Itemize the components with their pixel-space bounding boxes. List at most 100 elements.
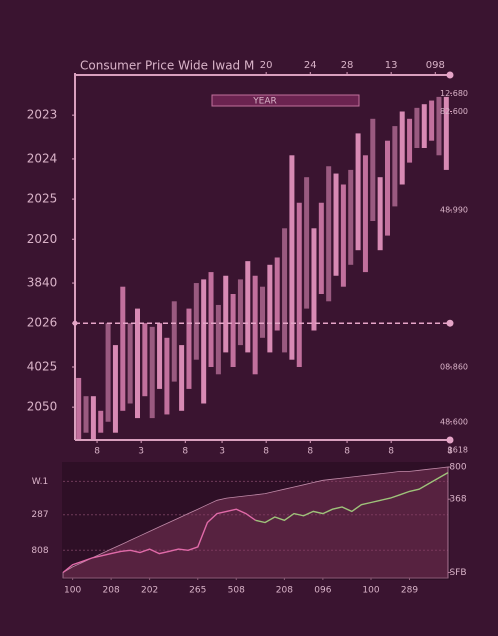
x-tick-label: 208	[103, 586, 120, 596]
range-bar	[282, 228, 288, 353]
range-bar	[237, 279, 243, 346]
range-bar	[318, 202, 324, 294]
x-tick-label: 508	[228, 586, 245, 596]
y-tick-label: 287	[31, 510, 48, 520]
range-bar	[355, 133, 361, 251]
range-bar	[230, 294, 236, 367]
y-tick-label: 2025	[27, 192, 58, 206]
range-bar	[436, 96, 442, 156]
range-bar	[304, 177, 310, 309]
reference-end	[446, 319, 454, 327]
range-bar	[157, 323, 163, 389]
x2-tick-label: 24	[304, 60, 317, 71]
x-tick-label: 8	[182, 447, 188, 457]
range-bar	[215, 304, 221, 375]
range-bar	[201, 279, 207, 404]
range-bar	[142, 323, 148, 397]
range-bar	[135, 308, 140, 419]
range-bar	[149, 326, 155, 419]
y2-tick-label: 800	[449, 463, 466, 473]
legend-box	[211, 94, 360, 107]
range-bar	[333, 173, 339, 276]
range-bar	[421, 104, 427, 148]
range-bar	[164, 337, 170, 415]
x-tick-label: 3	[138, 447, 144, 457]
x-tick-label: 8	[344, 447, 350, 457]
y2-tick-label: 12.680	[440, 89, 468, 98]
x2-tick-label: 20	[260, 60, 273, 71]
range-bar	[112, 345, 118, 433]
range-bar	[127, 323, 133, 404]
range-bar	[385, 140, 390, 236]
y-tick-label: 2050	[27, 400, 58, 414]
y-tick-label: 3840	[27, 276, 58, 290]
range-bar	[429, 100, 435, 141]
range-bar	[392, 126, 398, 207]
range-bar	[83, 396, 89, 433]
y-tick-label: 4025	[27, 360, 58, 374]
range-bar	[348, 169, 354, 265]
range-bar	[340, 184, 346, 287]
range-bar	[260, 286, 265, 338]
range-bar	[90, 396, 96, 440]
range-bar	[193, 283, 199, 360]
range-bar	[296, 202, 302, 367]
range-bar	[245, 261, 251, 353]
x-tick-label: 8	[94, 447, 100, 457]
chart-title: Consumer Price Wide Iwad M	[80, 59, 254, 73]
range-bar	[443, 96, 449, 170]
x-tick-label: 8	[447, 447, 453, 457]
x2-tick-label: 13	[385, 60, 398, 71]
x-tick-label: 208	[276, 586, 293, 596]
range-bar	[171, 301, 177, 382]
line	[255, 471, 449, 524]
range-bar	[414, 107, 420, 148]
x-tick-label: 3	[219, 447, 225, 457]
x-tick-label: 289	[401, 586, 418, 596]
range-bar	[399, 111, 405, 185]
y2-tick-label: 368	[449, 495, 466, 505]
range-bar	[76, 377, 82, 440]
range-bar	[289, 155, 295, 360]
line	[62, 508, 256, 574]
area	[62, 466, 449, 579]
legend-label: YEAR	[252, 97, 277, 107]
x2-tick-label: 28	[341, 60, 354, 71]
x-tick-label: 8	[263, 447, 269, 457]
x-tick-label: 100	[64, 586, 81, 596]
y2-tick-label: 82.600	[440, 107, 468, 116]
range-bar	[274, 257, 280, 331]
range-bar	[98, 410, 104, 433]
range-bar	[407, 118, 413, 163]
y-tick-label: 2023	[27, 108, 58, 122]
range-bar	[179, 345, 185, 411]
y-tick-label: 808	[31, 546, 48, 556]
x-tick-label: 8	[307, 447, 313, 457]
range-bar	[311, 228, 317, 331]
axis-end	[446, 71, 454, 79]
y-tick-label: 2026	[27, 316, 58, 330]
x-tick-label: 100	[362, 586, 379, 596]
y2-tick-label: 08.860	[440, 363, 468, 372]
y2-tick-label: 48.600	[440, 417, 468, 426]
x-tick-label: 096	[314, 586, 331, 596]
range-bar	[370, 118, 376, 221]
range-bar	[252, 275, 258, 375]
y-tick-label: W.1	[32, 477, 48, 487]
y2-tick-label: SFB	[449, 568, 466, 578]
x-tick-label: 202	[141, 586, 158, 596]
y2-tick-label: 48.990	[440, 206, 468, 215]
y-tick-label: 2024	[27, 151, 58, 165]
x-tick-label: 265	[189, 586, 206, 596]
range-bar	[362, 155, 368, 273]
range-bar	[326, 166, 332, 302]
y2-tick-label: 1618	[448, 446, 468, 455]
range-bar	[105, 323, 111, 422]
range-bar	[377, 177, 383, 251]
range-bar	[208, 272, 214, 367]
range-bar	[186, 308, 192, 389]
range-bar	[120, 286, 126, 411]
y-tick-label: 2020	[27, 232, 58, 246]
range-bar	[267, 264, 273, 353]
